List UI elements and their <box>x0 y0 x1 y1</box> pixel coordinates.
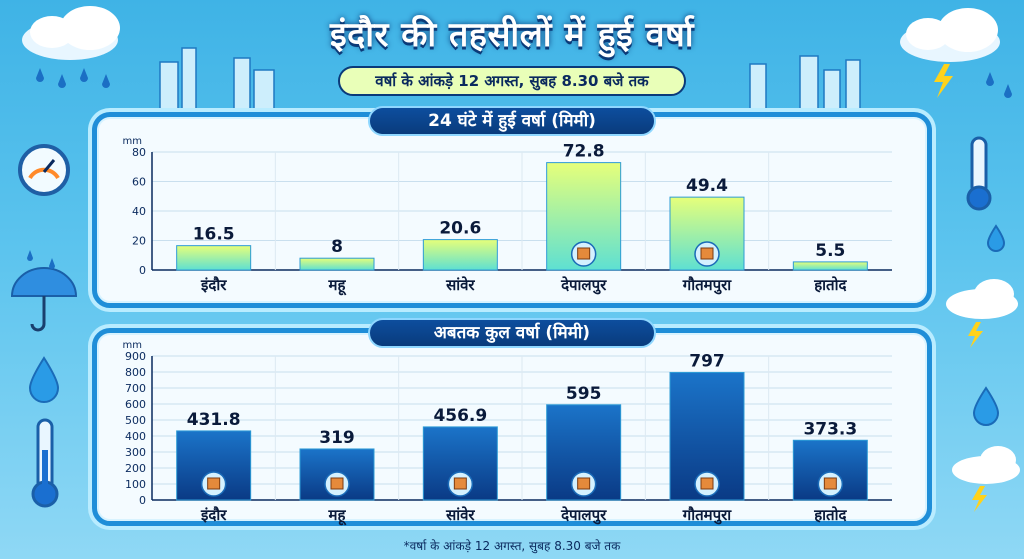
chart-title-24h: 24 घंटे में हुई वर्षा (मिमी) <box>368 106 656 136</box>
umbrella-icon <box>10 250 78 332</box>
landmark-shape <box>577 477 591 490</box>
bar-value-label: 49.4 <box>686 176 728 196</box>
x-tick-label: इंदौर <box>200 506 227 524</box>
bar <box>299 257 375 271</box>
y-tick-label: 0 <box>139 264 146 277</box>
bar-value-label: 319 <box>319 428 355 448</box>
bar <box>422 239 498 271</box>
y-tick-label: 80 <box>132 146 146 159</box>
y-tick-label: 800 <box>125 366 146 379</box>
x-tick-label: गौतमपुरा <box>682 506 733 525</box>
x-tick-label: हातोद <box>813 506 847 524</box>
x-tick-label: देपालपुर <box>560 506 607 525</box>
bar-value-label: 16.5 <box>193 225 235 245</box>
x-tick-label: महू <box>328 506 347 526</box>
y-tick-label: 300 <box>125 446 146 459</box>
thermometer-icon <box>31 418 59 508</box>
y-tick-label: 500 <box>125 414 146 427</box>
y-unit-label: mm <box>123 136 142 147</box>
landmark-shape <box>700 477 714 490</box>
bar-value-label: 72.8 <box>563 142 605 162</box>
x-tick-label: सांवेर <box>445 506 475 524</box>
x-tick-label: गौतमपुरा <box>682 276 733 295</box>
landmark-shape <box>453 477 467 490</box>
y-tick-label: 900 <box>125 350 146 363</box>
thermometer-icon <box>966 136 992 211</box>
bar-value-label: 20.6 <box>439 219 481 239</box>
y-tick-label: 100 <box>125 478 146 491</box>
bar-value-label: 797 <box>689 351 725 371</box>
storm-cloud-icon <box>946 279 1018 348</box>
rain-cloud-icon <box>22 6 120 88</box>
y-tick-label: 700 <box>125 382 146 395</box>
landmark-shape <box>207 477 221 490</box>
bar <box>176 245 252 271</box>
water-drop-icon <box>28 356 60 403</box>
bar-value-label: 8 <box>331 237 343 257</box>
water-drop-icon <box>972 224 1006 426</box>
y-unit-label: mm <box>123 340 142 351</box>
x-tick-label: महू <box>328 276 347 296</box>
y-tick-label: 20 <box>132 235 146 248</box>
city-skyline <box>159 47 861 119</box>
landmark-shape <box>577 247 591 260</box>
y-tick-label: 0 <box>139 494 146 507</box>
landmark-shape <box>823 477 837 490</box>
page-title: इंदौर की तहसीलों में हुई वर्षा <box>329 15 695 55</box>
landmark-shape <box>700 247 714 260</box>
bar-value-label: 431.8 <box>187 410 241 430</box>
bar-value-label: 5.5 <box>815 241 845 261</box>
landmark-shape <box>330 477 344 490</box>
bar-value-label: 456.9 <box>433 406 487 426</box>
y-tick-label: 600 <box>125 398 146 411</box>
x-tick-label: हातोद <box>813 276 847 294</box>
bar-value-label: 595 <box>566 384 602 404</box>
footnote: *वर्षा के आंकड़े 12 अगस्त, सुबह 8.30 बजे… <box>403 539 621 553</box>
page-subtitle: वर्षा के आंकड़े 12 अगस्त, सुबह 8.30 बजे … <box>338 66 686 96</box>
bar <box>792 261 868 271</box>
y-tick-label: 400 <box>125 430 146 443</box>
x-tick-label: देपालपुर <box>560 276 607 295</box>
storm-cloud-icon <box>900 8 1012 98</box>
storm-cloud-icon <box>952 446 1020 512</box>
y-tick-label: 200 <box>125 462 146 475</box>
chart-title-total: अबतक कुल वर्षा (मिमी) <box>368 318 656 348</box>
x-tick-label: इंदौर <box>200 276 227 294</box>
x-tick-label: सांवेर <box>445 276 475 294</box>
y-tick-label: 40 <box>132 205 146 218</box>
bar-value-label: 373.3 <box>803 419 857 439</box>
y-tick-label: 60 <box>132 176 146 189</box>
gauge-icon <box>18 144 70 196</box>
